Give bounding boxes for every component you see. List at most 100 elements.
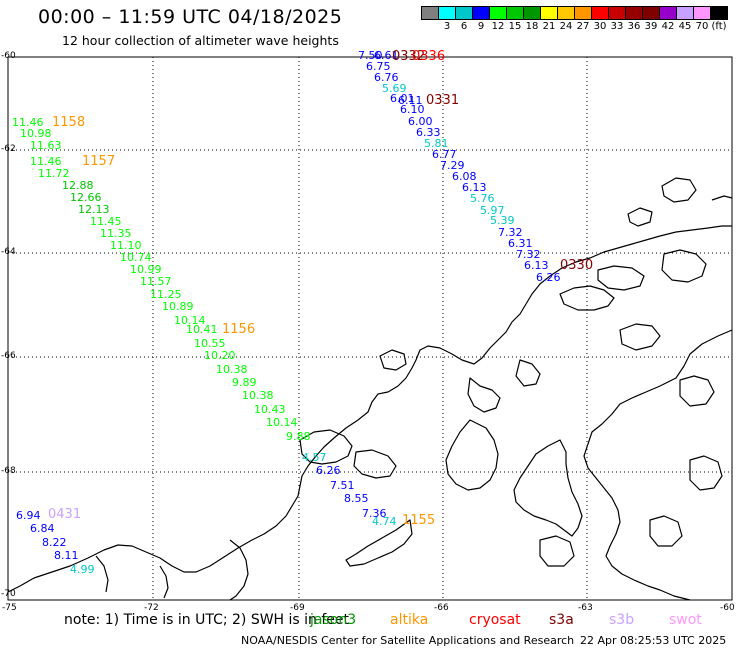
colorbar-label: 30 — [593, 21, 607, 32]
lat-label: -60 — [1, 51, 16, 61]
colorbar-label: 70 — [695, 21, 709, 32]
wave-height-value: 6.76 — [374, 71, 399, 84]
colorbar-label: 3 — [443, 21, 451, 32]
wave-height-value: 6.11 — [398, 94, 423, 107]
lat-label: -64 — [1, 247, 16, 257]
legend-s3a: s3a — [549, 612, 574, 628]
colorbar-swatch — [421, 6, 439, 20]
wave-height-value: 8.22 — [42, 536, 67, 549]
wave-height-value: 7.32 — [498, 226, 523, 239]
wave-height-value: 8.11 — [54, 549, 79, 562]
legend-altika: altika — [390, 612, 429, 628]
wave-height-value: 6.77 — [432, 148, 457, 161]
wave-height-value: 7.51 — [330, 479, 355, 492]
colorbar-label: 18 — [525, 21, 539, 32]
wave-height-value: 5.39 — [490, 214, 515, 227]
wave-height-value: 11.25 — [150, 288, 182, 301]
colorbar-label: 15 — [508, 21, 522, 32]
colorbar-swatch — [540, 6, 558, 20]
wave-height-value: 10.41 — [186, 323, 218, 336]
wave-height-value: 10.38 — [242, 389, 274, 402]
lon-label: -63 — [578, 603, 593, 613]
colorbar-label: 39 — [644, 21, 658, 32]
wave-height-value: 7.36 — [362, 507, 387, 520]
lat-label: -68 — [1, 466, 16, 476]
lon-label: -75 — [2, 603, 17, 613]
colorbar-swatch — [659, 6, 677, 20]
wave-height-value: 5.97 — [480, 204, 505, 217]
wave-height-value: 11.46 — [30, 155, 62, 168]
colorbar-swatch — [523, 6, 541, 20]
colorbar-label: 36 — [627, 21, 641, 32]
lon-label: -66 — [434, 603, 449, 613]
wave-height-value: 4.57 — [302, 451, 327, 464]
wave-height-value: 11.10 — [110, 239, 142, 252]
wave-height-value: 10.55 — [194, 337, 226, 350]
pass-time-label: 0331 — [426, 93, 460, 108]
pass-time-label: 0431 — [48, 507, 82, 522]
wave-height-value: 11.63 — [30, 139, 62, 152]
pass-time-label: 1155 — [402, 513, 436, 528]
colorbar-swatch — [489, 6, 507, 20]
pass-time-label: 1156 — [222, 322, 256, 337]
wave-height-value: 6.10 — [400, 103, 425, 116]
colorbar-swatch — [574, 6, 592, 20]
colorbar-label: 42 — [661, 21, 675, 32]
wave-height-value: 11.72 — [38, 167, 70, 180]
wave-height-value: 5.76 — [470, 192, 495, 205]
colorbar-swatch — [472, 6, 490, 20]
wave-height-value: 10.38 — [216, 363, 248, 376]
wave-height-value: 6.33 — [416, 126, 441, 139]
colorbar-swatch — [506, 6, 524, 20]
wave-height-value: 11.46 — [12, 116, 44, 129]
wave-height-value: 4.99 — [70, 563, 95, 576]
colorbar-swatch — [455, 6, 473, 20]
wave-height-value: 6.61 — [374, 49, 399, 62]
lon-label: -60 — [720, 603, 735, 613]
wave-height-value: 6.13 — [462, 181, 487, 194]
wave-height-value: 10.98 — [20, 127, 52, 140]
colorbar-label: 24 — [559, 21, 573, 32]
wave-height-value: 9.88 — [286, 430, 311, 443]
wave-height-value: 10.14 — [266, 416, 298, 429]
colorbar-label: 9 — [477, 21, 485, 32]
wave-height-value: 10.20 — [204, 349, 236, 362]
credit-text: NOAA/NESDIS Center for Satellite Applica… — [241, 634, 575, 647]
wave-height-value: 6.75 — [366, 60, 391, 73]
wave-height-value: 6.00 — [408, 115, 433, 128]
generated-timestamp: 22 Apr 08:25:53 UTC 2025 — [580, 634, 727, 647]
pass-time-label: 0330 — [560, 258, 594, 273]
wave-height-value: 6.94 — [16, 509, 41, 522]
pass-time-label: 1157 — [82, 154, 116, 169]
colorbar-swatch — [438, 6, 456, 20]
colorbar-label: 45 — [678, 21, 692, 32]
legend-swot: swot — [669, 612, 702, 628]
coastline — [7, 177, 733, 601]
wave-height-value: 12.88 — [62, 179, 94, 192]
colorbar-swatch — [591, 6, 609, 20]
gridlines — [8, 57, 732, 600]
wave-height-value: 6.08 — [452, 170, 477, 183]
wave-height-value: 7.32 — [516, 248, 541, 261]
pass-time-label: 1158 — [52, 115, 86, 130]
colorbar-swatch — [642, 6, 660, 20]
wave-height-value: 6.84 — [30, 522, 55, 535]
wave-height-value: 7.29 — [440, 159, 465, 172]
wave-height-value: 8.55 — [344, 492, 369, 505]
wave-height-value: 10.99 — [130, 263, 162, 276]
colorbar-swatch — [676, 6, 694, 20]
wave-height-value: 11.35 — [100, 227, 132, 240]
colorbar-swatch — [710, 6, 728, 20]
colorbar-swatch — [557, 6, 575, 20]
wave-height-value: 9.89 — [232, 376, 257, 389]
wave-height-value: 6.01 — [390, 92, 415, 105]
map-title: 00:00 – 11:59 UTC 04/18/2025 — [38, 6, 343, 28]
wave-height-value: 6.26 — [316, 464, 341, 477]
colorbar-label: 33 — [610, 21, 624, 32]
lon-label: -69 — [290, 603, 305, 613]
note-text: note: 1) Time is in UTC; 2) SWH is in fe… — [64, 612, 350, 628]
wave-height-value: 5.69 — [382, 82, 407, 95]
wave-height-value: 10.43 — [254, 403, 286, 416]
map-frame — [7, 56, 733, 601]
lat-label: -70 — [1, 589, 16, 599]
